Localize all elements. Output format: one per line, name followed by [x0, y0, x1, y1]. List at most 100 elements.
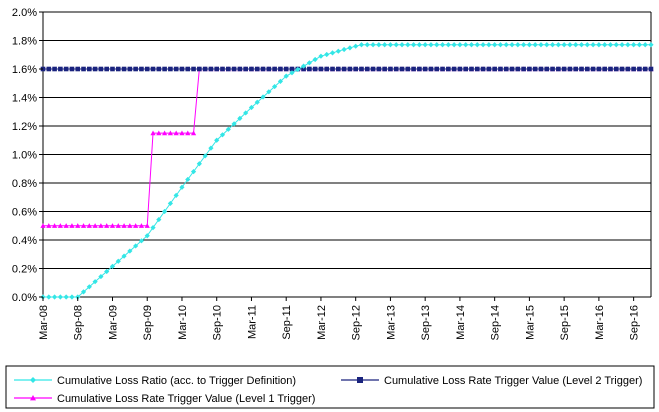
data-point [260, 66, 266, 72]
data-point [469, 66, 474, 72]
data-point [80, 223, 87, 228]
y-tick-label: 0.4% [12, 235, 37, 247]
data-point [422, 42, 428, 48]
data-point [30, 395, 36, 401]
data-point [306, 60, 312, 66]
x-tick-label: Sep-13 [420, 305, 432, 340]
data-point [608, 66, 613, 72]
data-point [81, 66, 86, 72]
data-point [254, 99, 260, 105]
data-point [162, 208, 168, 215]
data-point [115, 258, 121, 264]
data-point [173, 66, 179, 72]
data-point [399, 66, 405, 72]
data-point [509, 42, 515, 48]
data-point [191, 66, 196, 72]
data-point [474, 42, 480, 48]
data-point [202, 153, 208, 159]
y-tick-label: 1.4% [12, 93, 37, 105]
data-point [312, 66, 318, 72]
data-point [376, 66, 382, 72]
data-point [57, 294, 63, 300]
data-point [133, 223, 139, 228]
data-point [278, 66, 283, 72]
legend-item: Cumulative Loss Ratio (acc. to Trigger D… [14, 375, 296, 387]
data-point [179, 66, 185, 72]
data-point [243, 110, 249, 116]
data-point [92, 279, 98, 285]
data-point [307, 66, 312, 72]
legend-label: Cumulative Loss Ratio (acc. to Trigger D… [57, 375, 296, 387]
data-point [422, 66, 428, 72]
x-tick-label: Sep-08 [73, 305, 85, 340]
data-point [527, 66, 532, 72]
data-point [631, 66, 636, 72]
data-point [133, 243, 139, 249]
series-1 [40, 42, 654, 300]
data-point [190, 169, 197, 175]
data-point [439, 42, 446, 48]
data-point [185, 130, 191, 136]
x-tick-label: Mar-08 [38, 305, 50, 340]
data-point [602, 42, 608, 48]
data-point [567, 42, 573, 48]
x-tick-label: Mar-10 [177, 305, 189, 340]
data-point [318, 66, 324, 72]
data-point [51, 223, 58, 228]
data-point [463, 66, 469, 72]
data-point [468, 42, 475, 48]
data-point [387, 42, 394, 48]
y-tick-label: 0.6% [12, 207, 37, 219]
data-point [98, 66, 104, 72]
data-point [329, 50, 336, 56]
y-axis-ticks: 0.0% 0.2% 0.4% 0.6% 0.8% 1.0% 1.2% 1.4% 1.6% 1.8%… [12, 7, 43, 304]
data-point [63, 223, 69, 228]
data-point [110, 66, 115, 72]
y-tick-label: 1.2% [12, 121, 37, 133]
data-point [86, 284, 92, 290]
data-point [283, 66, 289, 72]
data-point [289, 66, 295, 72]
data-point [231, 66, 237, 72]
data-point [272, 83, 278, 90]
data-point [248, 104, 255, 111]
data-point [295, 66, 301, 73]
data-point [336, 66, 341, 72]
x-tick-label: Mar-11 [246, 305, 258, 339]
data-point [162, 66, 167, 72]
data-point [474, 66, 480, 72]
y-tick-label: 1.6% [12, 64, 37, 76]
y-tick-label: 1.0% [12, 150, 37, 162]
series-3 [40, 66, 654, 228]
data-point [190, 130, 197, 136]
legend-item: Cumulative Loss Rate Trigger Value (Leve… [14, 393, 315, 405]
data-point [57, 223, 63, 228]
data-point [561, 42, 567, 48]
data-point [324, 66, 330, 72]
x-axis-ticks: Mar-08 Sep-08 Mar-09 Sep-09 Mar-10 Sep-10 Mar-… [38, 297, 641, 340]
data-point [225, 66, 231, 72]
data-point [30, 377, 36, 383]
data-point [405, 42, 411, 48]
series-layer [40, 42, 654, 300]
data-point [538, 42, 544, 48]
data-point [486, 66, 492, 72]
legend-label: Cumulative Loss Rate Trigger Value (Leve… [57, 393, 315, 405]
data-point [75, 66, 81, 72]
data-point [347, 66, 353, 72]
data-point [388, 66, 393, 72]
data-point [573, 66, 579, 72]
data-point [92, 66, 98, 72]
data-point [237, 115, 243, 121]
data-point [196, 161, 202, 167]
data-point [208, 66, 214, 72]
data-point [335, 48, 341, 54]
data-point [231, 121, 237, 127]
data-point [202, 66, 208, 72]
data-point [138, 223, 145, 228]
data-point [555, 42, 561, 48]
data-point [521, 66, 526, 72]
series-line [43, 44, 651, 298]
data-point [69, 66, 75, 72]
